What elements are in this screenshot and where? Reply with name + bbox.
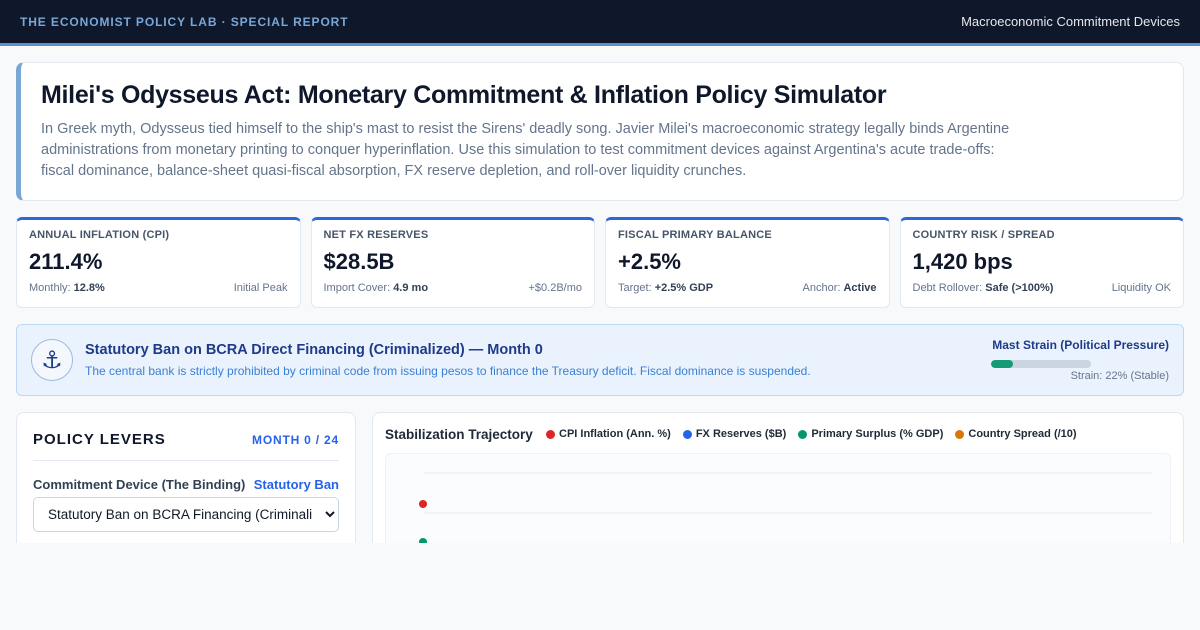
kpi-foot-value: +2.5% GDP xyxy=(654,282,714,294)
kpi-card-inflation: ANNUAL INFLATION (CPI) 211.4% Monthly: 1… xyxy=(16,217,301,308)
hero-card: Milei's Odysseus Act: Monetary Commitmen… xyxy=(16,62,1184,201)
policy-levers-title: POLICY LEVERS xyxy=(33,431,166,448)
kpi-label: ANNUAL INFLATION (CPI) xyxy=(29,229,170,241)
mast-strain-status: Strain: 22% (Stable) xyxy=(1070,370,1169,382)
kpi-foot-right: +$0.2B/mo xyxy=(528,282,582,294)
kpi-value: +2.5% xyxy=(618,249,681,274)
top-bar: THE ECONOMIST POLICY LAB · SPECIAL REPOR… xyxy=(0,0,1200,43)
kpi-label: NET FX RESERVES xyxy=(323,229,429,241)
banner-title: Statutory Ban on BCRA Direct Financing (… xyxy=(85,342,543,358)
kpi-foot-label: Monthly: xyxy=(29,282,74,294)
kpi-foot-label: Target: xyxy=(618,282,655,294)
legend-label: CPI Inflation (Ann. %) xyxy=(559,428,671,440)
mast-strain-title: Mast Strain (Political Pressure) xyxy=(992,338,1169,352)
kpi-foot-right: Initial Peak xyxy=(233,282,288,294)
page-description: In Greek myth, Odysseus tied himself to … xyxy=(41,121,1010,179)
kpi-footer: Monthly: 12.8% Initial Peak xyxy=(29,282,288,294)
commitment-banner: ⚓ Statutory Ban on BCRA Direct Financing… xyxy=(16,324,1184,396)
chart-svg xyxy=(419,472,1152,543)
legend-label: Country Spread (/10) xyxy=(968,428,1077,440)
kpi-label: FISCAL PRIMARY BALANCE xyxy=(618,229,772,241)
policy-levers-panel: POLICY LEVERS MONTH 0 / 24 Commitment De… xyxy=(16,412,356,543)
legend-dot xyxy=(546,429,555,439)
commitment-device-value: Statutory Ban xyxy=(253,477,339,492)
legend-label: FX Reserves ($B) xyxy=(695,428,787,440)
policy-levers-header: POLICY LEVERS MONTH 0 / 24 xyxy=(33,431,339,461)
month-counter: MONTH 0 / 24 xyxy=(252,432,339,447)
chart-title: Stabilization Trajectory xyxy=(385,427,533,442)
kpi-card-fiscal: FISCAL PRIMARY BALANCE +2.5% Target: +2.… xyxy=(605,217,890,308)
kpi-foot-value: 4.9 mo xyxy=(393,282,429,294)
kpi-foot-value: 12.8% xyxy=(73,282,105,294)
chart-plot-area xyxy=(385,453,1171,543)
kpi-foot-right-value: Active xyxy=(843,282,877,294)
commitment-device-label: Commitment Device (The Binding) xyxy=(33,477,246,492)
legend-label: Primary Surplus (% GDP) xyxy=(811,428,944,440)
kpi-foot-value: Safe (>100%) xyxy=(985,282,1054,294)
kpi-foot-label: Import Cover: xyxy=(323,282,394,294)
trajectory-chart-card: Stabilization Trajectory CPI Inflation (… xyxy=(372,412,1184,543)
kpi-foot-right-label: Anchor: xyxy=(802,282,844,294)
banner-description: The central bank is strictly prohibited … xyxy=(85,364,811,378)
top-bar-accent xyxy=(0,43,1200,46)
brand-label: THE ECONOMIST POLICY LAB · SPECIAL REPOR… xyxy=(20,14,349,29)
commitment-device-select[interactable]: Statutory Ban on BCRA Financing (Crimina… xyxy=(33,497,339,532)
kpi-footer: Import Cover: 4.9 mo +$0.2B/mo xyxy=(324,282,583,294)
page-title: Milei's Odysseus Act: Monetary Commitmen… xyxy=(41,81,887,109)
mast-strain-meter: Mast Strain (Political Pressure) Strain:… xyxy=(969,338,1169,382)
anchor-icon: ⚓ xyxy=(31,339,73,381)
legend-item: Country Spread (/10) xyxy=(955,428,1077,440)
mast-strain-fill xyxy=(991,360,1013,368)
kpi-value: 1,420 bps xyxy=(912,249,1013,274)
legend-dot xyxy=(682,429,692,439)
legend-dot xyxy=(955,429,965,439)
kpi-label: COUNTRY RISK / SPREAD xyxy=(912,229,1055,241)
legend-dot xyxy=(798,429,808,439)
kpi-card-country-risk: COUNTRY RISK / SPREAD 1,420 bps Debt Rol… xyxy=(899,217,1184,308)
kpi-foot-right: Liquidity OK xyxy=(1111,282,1171,294)
kpi-footer: Target: +2.5% GDP Anchor: Active xyxy=(618,282,877,294)
section-label: Macroeconomic Commitment Devices xyxy=(961,14,1180,29)
commitment-device-row: Commitment Device (The Binding) Statutor… xyxy=(33,477,339,492)
legend-item: Primary Surplus (% GDP) xyxy=(798,428,943,440)
mast-strain-bar xyxy=(991,360,1091,368)
legend-item: FX Reserves ($B) xyxy=(682,428,787,440)
data-point-cpi xyxy=(419,500,427,508)
legend-item: CPI Inflation (Ann. %) xyxy=(546,428,671,440)
kpi-row: ANNUAL INFLATION (CPI) 211.4% Monthly: 1… xyxy=(16,217,1184,308)
kpi-value: 211.4% xyxy=(29,249,103,274)
kpi-foot-label: Debt Rollover: xyxy=(912,282,986,294)
kpi-footer: Debt Rollover: Safe (>100%) Liquidity OK xyxy=(913,282,1172,294)
data-point-surplus xyxy=(419,538,427,543)
kpi-card-reserves: NET FX RESERVES $28.5B Import Cover: 4.9… xyxy=(310,217,595,308)
kpi-value: $28.5B xyxy=(323,249,395,274)
chart-legend: CPI Inflation (Ann. %) FX Reserves ($B) … xyxy=(546,428,1077,440)
